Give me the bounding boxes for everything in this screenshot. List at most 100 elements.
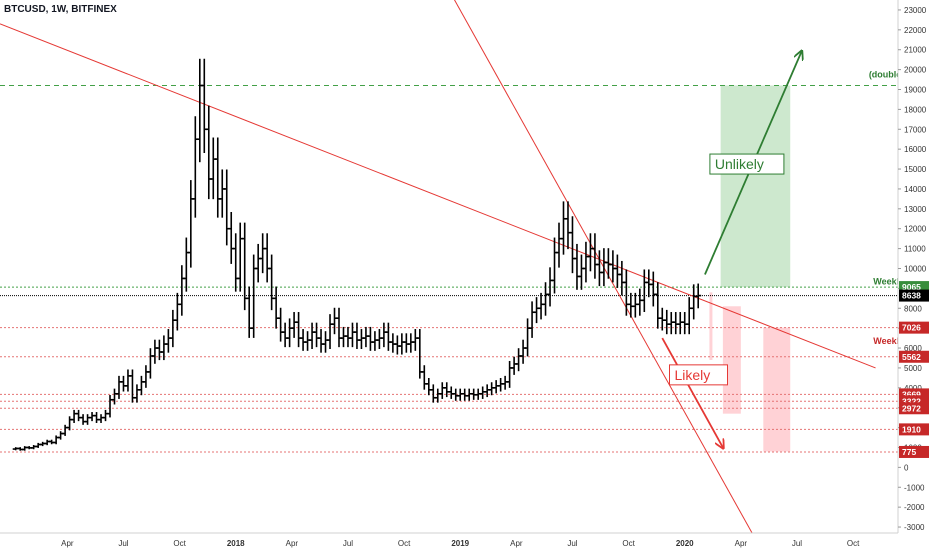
ohlc-bar bbox=[268, 254, 275, 311]
ohlc-bar bbox=[192, 116, 199, 218]
y-tick-label: -2000 bbox=[904, 503, 925, 512]
ohlc-bar bbox=[291, 312, 298, 338]
ohlc-bar bbox=[520, 339, 527, 364]
ohlc-bar bbox=[147, 348, 154, 379]
x-tick-label: Apr bbox=[61, 539, 74, 548]
ohlc-bar bbox=[169, 309, 176, 348]
ohlc-bar bbox=[695, 283, 702, 309]
ohlc-bar bbox=[672, 312, 679, 335]
y-tick-label: 5000 bbox=[904, 364, 922, 373]
y-tick-label: 4000 bbox=[904, 384, 922, 393]
ohlc-bar bbox=[322, 331, 329, 353]
ohlc-bar bbox=[493, 380, 500, 394]
ohlc-bar bbox=[66, 416, 73, 431]
y-tick-label: 13000 bbox=[904, 205, 927, 214]
ohlc-bar bbox=[353, 322, 360, 349]
ohlc-bar bbox=[654, 282, 661, 329]
ohlc-bar bbox=[362, 326, 369, 348]
price-label: 8638 bbox=[902, 291, 921, 301]
ohlc-bar bbox=[515, 348, 522, 372]
ohlc-bar bbox=[457, 388, 464, 401]
ohlc-bar bbox=[174, 292, 181, 331]
likely-target-bar bbox=[722, 306, 741, 414]
y-tick-label: 22000 bbox=[904, 26, 927, 35]
y-tick-label: -3000 bbox=[904, 523, 925, 532]
ohlc-bar bbox=[564, 201, 571, 250]
ohlc-bar bbox=[573, 243, 580, 290]
ohlc-bar bbox=[479, 386, 486, 399]
ohlc-bar bbox=[376, 329, 383, 349]
ohlc-bar bbox=[340, 326, 347, 348]
ohlc-bar bbox=[421, 365, 428, 390]
ohlc-bar bbox=[295, 312, 302, 348]
ohlc-bar bbox=[246, 286, 253, 338]
ohlc-bar bbox=[98, 414, 105, 423]
x-tick-label: Jul bbox=[343, 539, 353, 548]
y-tick-label: 18000 bbox=[904, 105, 927, 114]
ohlc-bar bbox=[273, 286, 280, 329]
x-tick-label: Apr bbox=[735, 539, 748, 548]
price-label-bg bbox=[899, 445, 929, 458]
ohlc-bar bbox=[556, 222, 563, 268]
price-label: 2972 bbox=[902, 403, 921, 413]
ohlc-bar bbox=[407, 333, 414, 353]
ohlc-bar bbox=[35, 442, 42, 448]
unlikely-target-box bbox=[720, 85, 791, 288]
ohlc-bar bbox=[304, 331, 311, 351]
x-tick-label: Oct bbox=[398, 539, 411, 548]
y-tick-label: 23000 bbox=[904, 6, 927, 15]
ohlc-bar bbox=[636, 288, 643, 316]
x-tick-label: Apr bbox=[510, 539, 523, 548]
ohlc-bar bbox=[524, 318, 531, 357]
ohlc-bar bbox=[133, 384, 140, 403]
y-tick-label: 10000 bbox=[904, 264, 927, 273]
ohlc-bar bbox=[264, 233, 271, 283]
ohlc-bar bbox=[627, 292, 634, 318]
ohlc-bar bbox=[44, 439, 51, 446]
ohlc-bar bbox=[533, 297, 540, 324]
ohlc-bar bbox=[219, 169, 226, 218]
y-tick-label: 8000 bbox=[904, 304, 922, 313]
ohlc-bar bbox=[142, 365, 149, 388]
ohlc-bar bbox=[205, 105, 212, 200]
price-label-bg bbox=[899, 289, 929, 302]
x-tick-label: Oct bbox=[847, 539, 860, 548]
annotation-unlikely: Unlikely bbox=[715, 156, 764, 172]
ohlc-bar bbox=[650, 271, 657, 307]
annotation-label: Weekly bbox=[873, 276, 904, 286]
ohlc-bar bbox=[300, 329, 307, 351]
ohlc-bar bbox=[663, 309, 670, 335]
ohlc-bar bbox=[511, 356, 518, 375]
ohlc-bar bbox=[80, 414, 87, 425]
ohlc-bar bbox=[358, 329, 365, 349]
trendline-steep-resistance bbox=[453, 0, 753, 533]
ohlc-bar bbox=[241, 222, 248, 311]
ohlc-bar bbox=[425, 377, 432, 396]
y-tick-label: 6000 bbox=[904, 344, 922, 353]
ohlc-bar bbox=[201, 58, 208, 153]
x-tick-label: Oct bbox=[173, 539, 186, 548]
ohlc-bar bbox=[380, 322, 387, 348]
x-tick-label: Jul bbox=[567, 539, 577, 548]
ohlc-bar bbox=[542, 282, 549, 316]
ohlc-bar bbox=[151, 339, 158, 364]
ohlc-bar bbox=[75, 409, 82, 422]
ohlc-bar bbox=[187, 180, 194, 268]
ohlc-bar bbox=[349, 322, 356, 348]
ohlc-bar bbox=[313, 322, 320, 348]
ohlc-bar bbox=[237, 222, 244, 292]
likely-arrow bbox=[661, 337, 723, 447]
price-label: 775 bbox=[902, 447, 916, 457]
ohlc-bar bbox=[318, 329, 325, 353]
ohlc-bar bbox=[138, 375, 145, 396]
annotation-label: (double) bbox=[869, 70, 905, 80]
ohlc-bar bbox=[115, 375, 122, 399]
ohlc-bar bbox=[497, 377, 504, 392]
ohlc-bar bbox=[309, 322, 316, 349]
ohlc-bar bbox=[389, 333, 396, 353]
ohlc-bar bbox=[502, 375, 509, 390]
ohlc-bar bbox=[277, 307, 284, 342]
ohlc-bar bbox=[529, 301, 536, 338]
